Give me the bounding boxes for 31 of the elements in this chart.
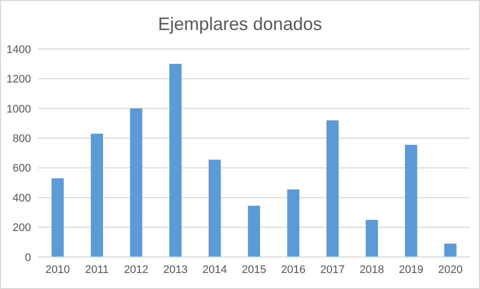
bar: [287, 189, 300, 257]
x-tick-label: 2011: [85, 264, 109, 276]
x-tick-label: 2010: [45, 264, 70, 276]
x-tick-label: 2020: [438, 264, 463, 276]
x-tick-label: 2017: [320, 264, 345, 276]
bar: [366, 220, 378, 257]
chart-title: Ejemplares donados: [158, 14, 322, 34]
bar: [52, 178, 64, 257]
x-tick-label: 2016: [281, 264, 306, 276]
bar: [208, 160, 221, 257]
bar: [130, 108, 142, 257]
bar: [405, 144, 418, 257]
x-tick-label: 2019: [398, 264, 424, 276]
y-tick-label: 600: [12, 162, 31, 175]
x-tick-label: 2012: [124, 264, 148, 276]
bar: [90, 134, 103, 257]
bar: [248, 206, 260, 257]
y-tick-label: 1000: [6, 103, 31, 116]
bar: [326, 120, 339, 257]
y-tick-label: 200: [12, 222, 31, 234]
x-tick-label: 2015: [242, 264, 266, 276]
x-tick-label: 2014: [202, 264, 227, 276]
y-tick-label: 1400: [6, 44, 31, 56]
y-tick-label: 1200: [6, 74, 31, 86]
bar: [444, 244, 456, 257]
x-tick-label: 2018: [360, 264, 384, 276]
y-tick-label: 800: [12, 132, 31, 145]
bar: [169, 64, 182, 257]
y-tick-label: 400: [12, 192, 31, 204]
x-tick-label: 2013: [163, 264, 188, 276]
y-tick-label: 0: [24, 252, 31, 264]
